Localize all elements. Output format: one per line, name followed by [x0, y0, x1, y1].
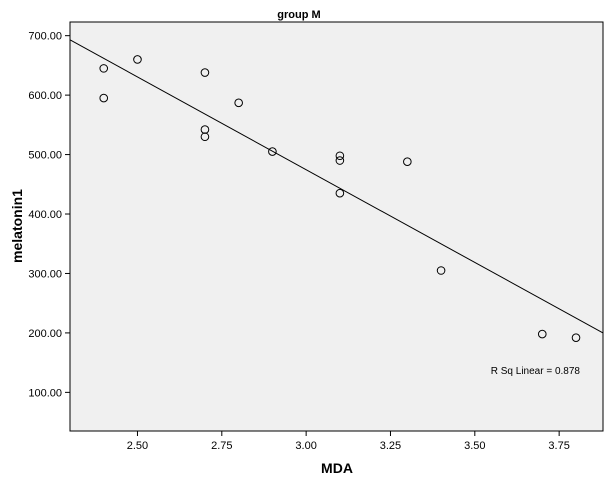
x-tick-label: 2.50: [127, 440, 148, 452]
data-point: [99, 93, 109, 103]
y-tick-label: 100.00: [28, 387, 62, 399]
data-point: [335, 151, 345, 161]
x-tick-label: 3.50: [464, 440, 485, 452]
x-tick-label: 3.75: [548, 440, 569, 452]
chart-title: group M: [277, 9, 320, 21]
data-point: [200, 68, 210, 77]
data-point: [335, 156, 345, 165]
x-axis: 2.50 2.75 3.00 3.25 3.50 3.75: [127, 431, 570, 452]
x-tick-label: 3.00: [295, 440, 316, 452]
r-squared-annotation: R Sq Linear = 0.878: [491, 366, 581, 377]
y-tick-label: 400.00: [28, 209, 62, 221]
regression-line: [69, 39, 604, 334]
y-axis-label: melatonin1: [9, 189, 25, 263]
y-tick-label: 200.00: [28, 328, 62, 340]
x-axis-label: MDA: [321, 460, 353, 476]
x-tick-label: 2.75: [211, 440, 232, 452]
data-point: [268, 147, 277, 156]
y-tick-label: 500.00: [28, 150, 62, 162]
data-point: [335, 188, 345, 198]
data-point: [436, 266, 446, 275]
data-point: [234, 98, 243, 108]
y-tick-label: 600.00: [28, 90, 62, 102]
data-point: [133, 55, 142, 64]
data-point: [537, 329, 547, 339]
data-point: [99, 64, 109, 73]
y-tick-label: 300.00: [28, 268, 62, 280]
x-tick-label: 3.25: [380, 440, 401, 452]
y-axis: 100.00 200.00 300.00 400.00 500.00 600.00 700.…: [28, 31, 70, 399]
plot-area: [69, 21, 604, 432]
data-point: [571, 333, 581, 342]
data-point: [403, 157, 412, 167]
y-tick-label: 700.00: [28, 31, 62, 43]
data-point: [200, 132, 210, 142]
data-points: [99, 55, 581, 342]
